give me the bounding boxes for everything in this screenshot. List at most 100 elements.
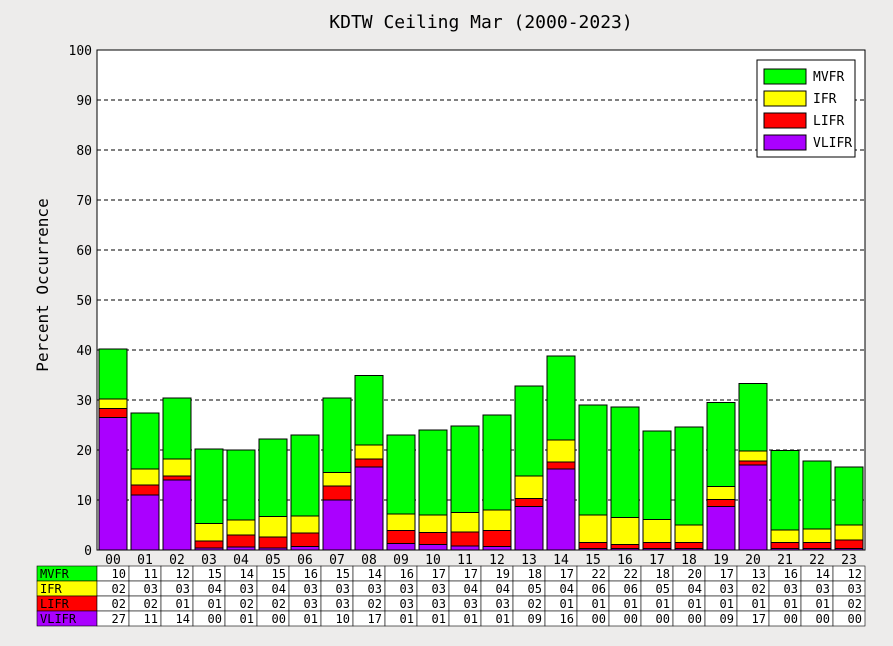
bar-vlifr — [322, 499, 352, 551]
table-cell: 18 — [656, 567, 670, 581]
bar-lifr — [770, 542, 800, 549]
table-cell: 22 — [624, 567, 638, 581]
table-cell: 17 — [432, 567, 446, 581]
table-cell: 15 — [272, 567, 286, 581]
y-axis-label: Percent Occurrence — [33, 198, 52, 371]
bar-mvfr — [130, 412, 160, 470]
bar-vlifr — [450, 545, 480, 551]
bar-lifr — [642, 542, 672, 549]
bar-lifr — [258, 536, 288, 549]
bar-vlifr — [482, 546, 512, 551]
bar-mvfr — [354, 375, 384, 446]
table-cell: 15 — [208, 567, 222, 581]
table-cell: 02 — [848, 597, 862, 611]
y-tick-label: 40 — [76, 344, 92, 359]
x-tick-label: 15 — [585, 553, 601, 568]
x-tick-label: 16 — [617, 553, 633, 568]
chart-title: KDTW Ceiling Mar (2000-2023) — [329, 12, 632, 33]
legend-label-vlifr: VLIFR — [813, 136, 852, 151]
table-cell: 01 — [752, 597, 766, 611]
table-cell: 00 — [592, 612, 606, 626]
table-cell: 16 — [304, 567, 318, 581]
table-cell: 01 — [592, 597, 606, 611]
bar-lifr — [514, 498, 544, 507]
table-cell: 03 — [304, 582, 318, 596]
bar-lifr — [98, 408, 128, 418]
table-cell: 01 — [208, 597, 222, 611]
bar-ifr — [738, 450, 768, 462]
bar-mvfr — [802, 460, 832, 530]
bar-ifr — [482, 509, 512, 531]
table-cell: 00 — [848, 612, 862, 626]
table-cell: 03 — [336, 597, 350, 611]
bar-ifr — [834, 524, 864, 541]
table-cell: 02 — [112, 582, 126, 596]
table-cell: 01 — [240, 612, 254, 626]
table-cell: 05 — [528, 582, 542, 596]
table-cell: 02 — [368, 597, 382, 611]
y-tick-label: 50 — [76, 294, 92, 309]
table-cell: 01 — [464, 612, 478, 626]
table-cell: 00 — [624, 612, 638, 626]
y-tick-label: 10 — [76, 494, 92, 509]
y-tick-label: 100 — [69, 44, 92, 59]
bar-lifr — [226, 534, 256, 548]
table-cell: 09 — [720, 612, 734, 626]
x-tick-label: 03 — [201, 553, 217, 568]
table-cell: 00 — [688, 612, 702, 626]
table-cell: 12 — [848, 567, 862, 581]
bar-ifr — [418, 514, 448, 533]
x-tick-label: 01 — [137, 553, 153, 568]
x-tick-label: 00 — [105, 553, 121, 568]
bar-mvfr — [738, 383, 768, 452]
bar-mvfr — [770, 450, 800, 531]
bars — [98, 348, 864, 551]
bar-ifr — [258, 516, 288, 538]
x-tick-label: 05 — [265, 553, 281, 568]
bar-ifr — [674, 524, 704, 543]
table-cell: 06 — [624, 582, 638, 596]
table-cell: 02 — [752, 582, 766, 596]
y-tick-label: 0 — [84, 544, 92, 559]
bar-mvfr — [482, 414, 512, 511]
y-tick-label: 60 — [76, 244, 92, 259]
bar-ifr — [642, 519, 672, 543]
table-cell: 04 — [560, 582, 574, 596]
table-cell: 04 — [464, 582, 478, 596]
table-cell: 01 — [560, 597, 574, 611]
table-cell: 17 — [464, 567, 478, 581]
table-cell: 20 — [688, 567, 702, 581]
x-tick-label: 04 — [233, 553, 249, 568]
table-cell: 03 — [784, 582, 798, 596]
bar-ifr — [802, 528, 832, 543]
x-tick-labels: 00 01 02 03 04 05 06 07 08 09 10 11 12 13 14 15 16 17 18 19… — [105, 553, 857, 568]
bar-vlifr — [514, 506, 544, 551]
bar-ifr — [98, 398, 128, 409]
bar-ifr — [290, 515, 320, 534]
x-tick-label: 02 — [169, 553, 185, 568]
bar-lifr — [418, 532, 448, 545]
table-cell: 17 — [752, 612, 766, 626]
x-tick-label: 22 — [809, 553, 825, 568]
table-cell: 02 — [112, 597, 126, 611]
x-tick-label: 06 — [297, 553, 313, 568]
bar-mvfr — [322, 397, 352, 473]
table-cell: 01 — [304, 612, 318, 626]
bar-ifr — [610, 517, 640, 545]
table-cell: 03 — [304, 597, 318, 611]
bar-ifr — [386, 513, 416, 531]
bar-mvfr — [98, 348, 128, 400]
x-tick-label: 20 — [745, 553, 761, 568]
legend-swatch-mvfr — [763, 68, 807, 85]
table-cell: 03 — [400, 597, 414, 611]
table-cell: 11 — [144, 567, 158, 581]
bar-lifr — [130, 484, 160, 496]
bar-lifr — [354, 458, 384, 468]
bar-ifr — [578, 514, 608, 543]
table-cell: 19 — [496, 567, 510, 581]
table-cell: 03 — [368, 582, 382, 596]
x-tick-label: 19 — [713, 553, 729, 568]
table-cell: 05 — [656, 582, 670, 596]
y-tick-label: 70 — [76, 194, 92, 209]
